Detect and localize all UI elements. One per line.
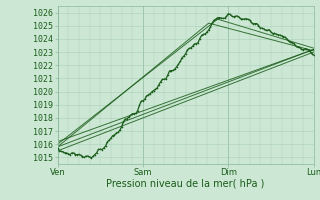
- X-axis label: Pression niveau de la mer( hPa ): Pression niveau de la mer( hPa ): [107, 179, 265, 189]
